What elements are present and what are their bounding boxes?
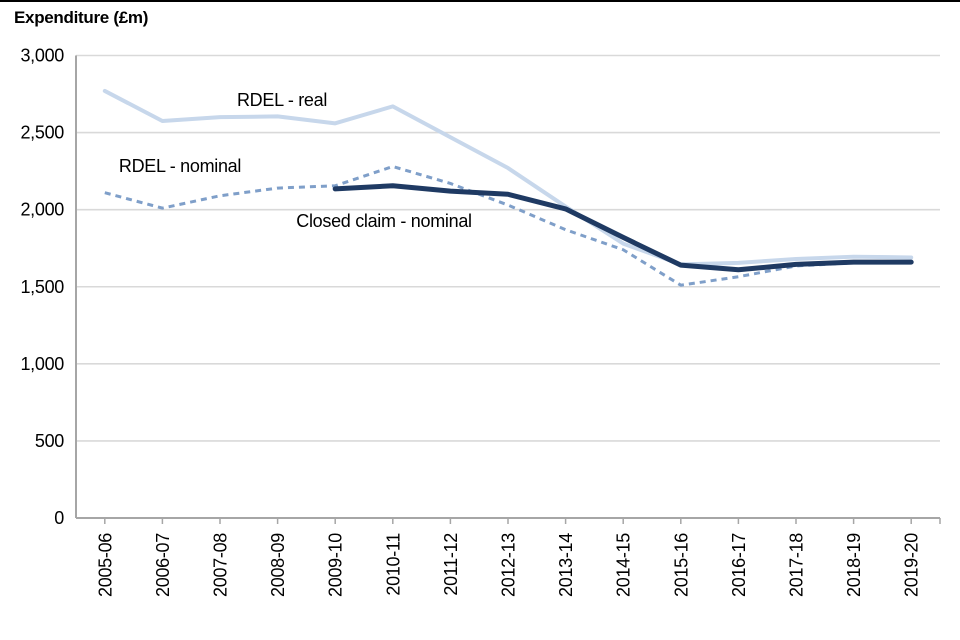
x-tick-label: 2015-16 <box>671 533 691 597</box>
y-tick-label: 2,000 <box>20 200 64 220</box>
x-tick-label: 2019-20 <box>902 533 922 597</box>
series-label: RDEL - real <box>237 90 327 110</box>
series-line-closed-claim-nominal <box>332 183 914 273</box>
x-tick-label: 2008-09 <box>268 533 288 597</box>
x-tick-label: 2016-17 <box>729 533 749 597</box>
x-tick-label: 2014-15 <box>614 533 634 597</box>
top-border-line <box>0 0 960 2</box>
y-tick-label: 1,500 <box>20 277 64 297</box>
x-tick-label: 2017-18 <box>787 533 807 597</box>
y-tick-label: 500 <box>35 431 64 451</box>
y-tick-label: 1,000 <box>20 354 64 374</box>
series-label: RDEL - nominal <box>119 156 241 176</box>
x-tick-label: 2010-11 <box>383 533 403 596</box>
series-line-rdel-real <box>102 88 914 267</box>
x-tick-label: 2018-19 <box>844 533 864 597</box>
y-tick-label: 2,500 <box>20 123 64 143</box>
x-tick-label: 2009-10 <box>326 533 346 597</box>
x-tick-label: 2005-06 <box>95 533 115 597</box>
y-tick-label: 3,000 <box>20 46 64 66</box>
y-tick-label: 0 <box>54 508 64 528</box>
x-tick-label: 2012-13 <box>499 533 519 597</box>
chart-title: Expenditure (£m) <box>14 8 149 27</box>
x-tick-label: 2006-07 <box>153 533 173 597</box>
x-tick-label: 2011-12 <box>441 533 461 596</box>
x-tick-label: 2007-08 <box>211 533 231 597</box>
series-label: Closed claim - nominal <box>296 211 471 231</box>
x-tick-label: 2013-14 <box>556 533 576 597</box>
series-line-rdel-nominal <box>104 165 912 287</box>
